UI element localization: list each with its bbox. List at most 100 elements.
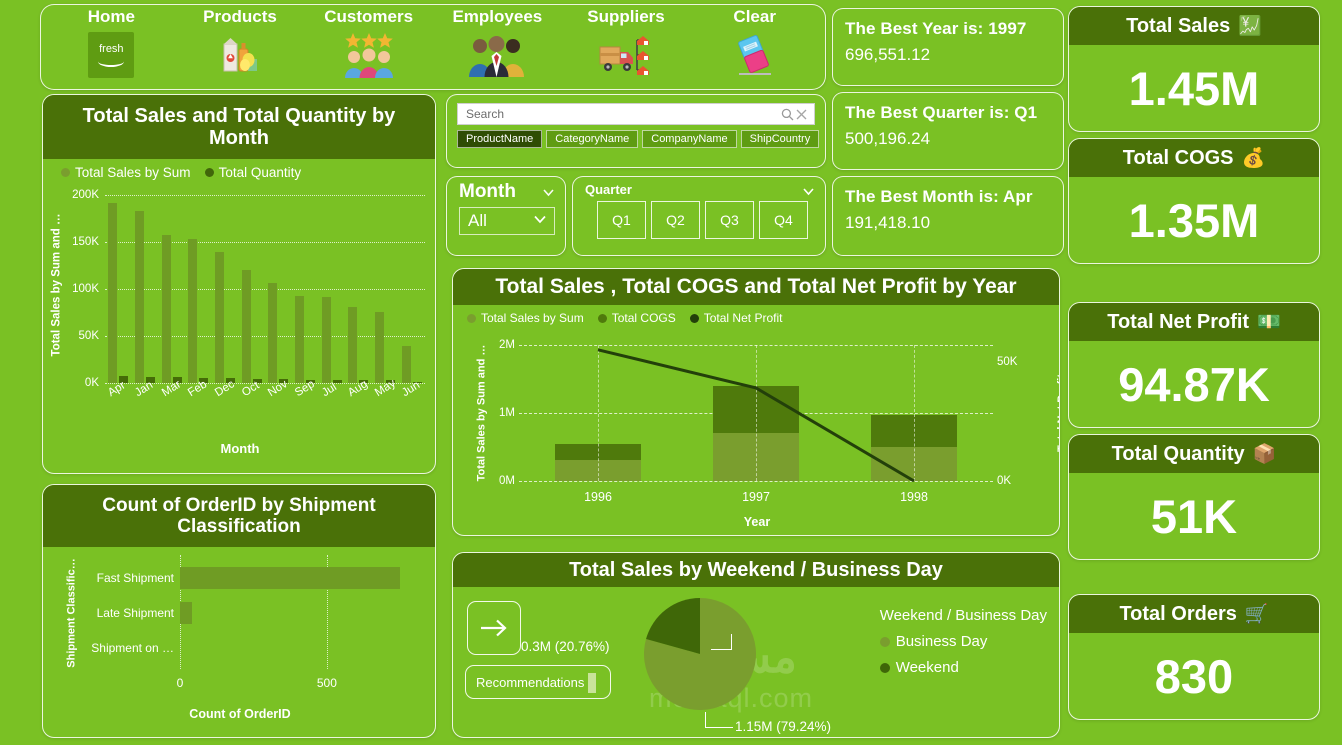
quarter-slicer-title: Quarter	[585, 182, 632, 197]
nav-item-products[interactable]: Products	[176, 7, 305, 81]
chip-productname[interactable]: ProductName	[457, 130, 543, 148]
nav-item-clear[interactable]: Clear	[690, 7, 819, 81]
boxes-icon: 📦	[1252, 443, 1277, 465]
fresh-smile-shape	[98, 56, 125, 67]
bar-sales[interactable]	[401, 345, 411, 383]
pie-leader-bottom-v	[705, 712, 706, 728]
pie-slice[interactable]	[646, 598, 700, 654]
chip-shipcountry[interactable]: ShipCountry	[740, 130, 820, 148]
bar-quantity[interactable]	[172, 377, 182, 383]
month-slicer-title: Month	[459, 181, 516, 202]
nav-label-products: Products	[203, 7, 277, 26]
bar-quantity[interactable]	[199, 377, 209, 383]
bar-sales[interactable]	[241, 270, 251, 383]
chip-companyname[interactable]: CompanyName	[642, 130, 737, 148]
kpi-value-total-quantity: 51K	[1150, 489, 1238, 543]
legend-dot-sales	[61, 168, 70, 177]
month-dropdown[interactable]: All	[459, 207, 555, 235]
chart-shipment-plot: Shipment Classific… 0 500 Fast Shipment Late…	[43, 547, 435, 737]
pie-legend-item-business-day[interactable]: Business Day	[879, 633, 1047, 650]
pie-legend-dot-business-day	[879, 636, 890, 647]
bar-sales[interactable]	[348, 306, 358, 383]
best-month-value: 191,418.10	[845, 213, 931, 232]
nav-item-customers[interactable]: Customers	[304, 7, 433, 81]
bar-sales[interactable]	[268, 282, 278, 383]
chevron-down-icon[interactable]	[532, 211, 548, 232]
legend-dot-year-sales	[467, 313, 476, 323]
x-tick-label: 1998	[900, 490, 928, 504]
bar-shipment[interactable]	[180, 567, 400, 590]
best-month-card: The Best Month is: Apr 191,418.10	[832, 176, 1064, 256]
chart-month-legend: Total Sales by Sum Total Quantity	[43, 159, 435, 180]
pie-leader-top-v	[731, 634, 732, 650]
month-slicer: Month All	[446, 176, 566, 256]
chart-sales-by-weekend-business-day: Total Sales by Weekend / Business Day مس…	[452, 552, 1060, 738]
bar-quantity[interactable]	[306, 379, 315, 383]
y-tick-label: 100K	[72, 283, 99, 295]
bar-sales[interactable]	[188, 238, 198, 383]
nav-label-customers: Customers	[324, 7, 414, 26]
quarter-button-q2[interactable]: Q2	[651, 201, 700, 239]
drag-handle[interactable]	[588, 673, 596, 693]
kpi-value-total-cogs: 1.35M	[1128, 193, 1260, 247]
pie-legend-item-weekend[interactable]: Weekend	[879, 659, 1047, 676]
bar-sales[interactable]	[215, 251, 224, 383]
x-tick-label: 500	[316, 676, 337, 690]
chip-categoryname[interactable]: CategoryName	[546, 130, 639, 148]
nav-item-employees[interactable]: Employees	[433, 7, 562, 81]
recommendations-label: Recommendations	[476, 674, 585, 690]
legend-item-year-cogs[interactable]: Total COGS	[597, 311, 676, 325]
legend-item-total-quantity[interactable]: Total Quantity	[204, 165, 301, 180]
bar-sales[interactable]	[161, 234, 171, 383]
nav-item-suppliers[interactable]: Suppliers	[562, 7, 691, 81]
kpi-value-total-net-profit: 94.87K	[1118, 357, 1270, 411]
legend-item-total-sales-by-sum[interactable]: Total Sales by Sum	[61, 165, 191, 180]
bar-sales[interactable]	[135, 210, 144, 383]
legend-item-year-profit[interactable]: Total Net Profit	[689, 311, 782, 325]
close-x-icon[interactable]	[794, 107, 808, 121]
bar-shipment[interactable]	[180, 602, 192, 624]
quarter-button-q1[interactable]: Q1	[597, 201, 646, 239]
chevron-down-icon[interactable]	[542, 186, 555, 199]
quarter-button-q3[interactable]: Q3	[705, 201, 754, 239]
pie-chart[interactable]	[641, 595, 759, 713]
bar-quantity[interactable]	[412, 381, 422, 383]
bar-quantity[interactable]	[386, 380, 395, 383]
quarter-button-q4[interactable]: Q4	[759, 201, 808, 239]
grocery-bag-icon	[217, 29, 263, 81]
gridline	[326, 555, 328, 669]
chart-total-sales-quantity-by-month: Total Sales and Total Quantity by Month …	[42, 94, 436, 474]
magnifier-icon[interactable]	[780, 107, 794, 121]
kpi-card-total-sales: Total Sales 💹 1.45M	[1068, 6, 1320, 132]
legend-label-year-cogs: Total COGS	[611, 311, 676, 325]
bar-quantity[interactable]	[146, 376, 155, 383]
y2-tick-label: 50K	[997, 355, 1018, 368]
bar-sales[interactable]	[375, 311, 384, 383]
bar-quantity[interactable]	[119, 376, 129, 383]
arrow-right-button[interactable]	[467, 601, 521, 655]
bar-sales[interactable]	[295, 296, 304, 383]
chevron-down-icon[interactable]	[802, 185, 815, 198]
pie-leader-bottom	[705, 727, 733, 728]
search-input[interactable]	[464, 106, 780, 122]
bar-quantity[interactable]	[226, 378, 235, 383]
month-dropdown-value: All	[468, 211, 487, 230]
bar-quantity[interactable]	[252, 378, 262, 383]
y2-tick-label: 0K	[997, 475, 1012, 487]
kpi-title-total-sales: Total Sales	[1126, 14, 1231, 37]
bar-sales[interactable]	[108, 203, 118, 383]
nav-item-home[interactable]: Home fresh	[47, 7, 176, 81]
legend-dot-year-profit	[689, 313, 699, 323]
bar-quantity[interactable]	[332, 379, 342, 383]
chart-year-x-axis-title: Year	[743, 515, 771, 529]
kpi-title-total-net-profit: Total Net Profit	[1107, 310, 1250, 333]
kpi-title-total-cogs: Total COGS	[1122, 146, 1234, 169]
bar-quantity[interactable]	[279, 379, 289, 383]
eraser-icon	[729, 29, 781, 81]
bar-sales[interactable]	[321, 297, 331, 383]
recommendations-button[interactable]: Recommendations	[465, 665, 611, 699]
legend-item-year-sales[interactable]: Total Sales by Sum	[467, 311, 584, 325]
bar-quantity[interactable]	[359, 380, 369, 383]
search-box[interactable]	[457, 103, 815, 125]
y-tick-label: 200K	[72, 189, 99, 201]
